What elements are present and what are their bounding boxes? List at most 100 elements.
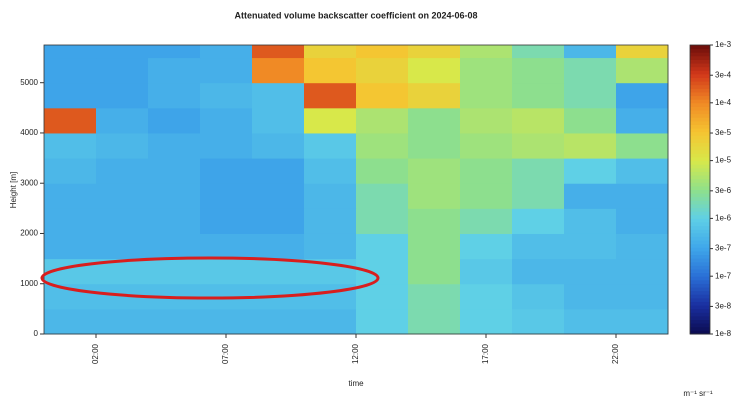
- colorbar-segment: [690, 283, 710, 288]
- colorbar-segment: [690, 185, 710, 190]
- heatmap-cell: [44, 283, 97, 310]
- heatmap-cell: [304, 208, 357, 234]
- heatmap-cell: [616, 233, 669, 260]
- heatmap-cell: [460, 132, 513, 159]
- heatmap-cell: [304, 82, 357, 109]
- heatmap-cell: [460, 82, 513, 109]
- colorbar-tick-label: 1e-5: [715, 156, 732, 165]
- heatmap-cell: [512, 258, 565, 285]
- heatmap-cell: [148, 132, 201, 159]
- colorbar-segment: [690, 182, 710, 187]
- colorbar-segment: [690, 312, 710, 317]
- colorbar-segment: [690, 55, 710, 60]
- heatmap-cell: [148, 233, 201, 260]
- heatmap-cell: [460, 208, 513, 234]
- colorbar-segment: [690, 135, 710, 140]
- colorbar-label: m⁻¹ sr⁻¹: [683, 389, 713, 398]
- heatmap-cell: [304, 57, 357, 84]
- heatmap-cell: [512, 107, 565, 134]
- colorbar-segment: [690, 272, 710, 277]
- heatmap-cell: [512, 233, 565, 260]
- colorbar-segment: [690, 77, 710, 82]
- heatmap-cell: [564, 82, 617, 109]
- colorbar-segment: [690, 66, 710, 71]
- colorbar-segment: [690, 70, 710, 75]
- heatmap-cell: [96, 158, 149, 184]
- heatmap-cell: [616, 132, 669, 159]
- colorbar-segment: [690, 91, 710, 97]
- y-tick-label: 1000: [20, 279, 38, 288]
- colorbar-segment: [690, 290, 710, 295]
- colorbar-segment: [690, 297, 710, 302]
- heatmap-cell: [408, 45, 461, 59]
- colorbar-segment: [690, 218, 710, 223]
- colorbar-frame: [689, 44, 711, 335]
- heatmap-cell: [200, 208, 253, 234]
- x-tick-label: 02:00: [91, 343, 100, 364]
- colorbar-segment: [690, 326, 710, 331]
- heatmap-cell: [148, 183, 201, 209]
- colorbar-segment: [690, 247, 710, 252]
- heatmap-cell: [408, 283, 461, 310]
- colorbar-tick-label: 1e-8: [715, 329, 732, 338]
- heatmap-cell: [512, 208, 565, 234]
- heatmap-cell: [564, 158, 617, 184]
- heatmap-cell: [512, 45, 565, 59]
- colorbar-segment: [690, 171, 710, 176]
- heatmap-cell: [148, 208, 201, 234]
- heatmap-cell: [616, 158, 669, 184]
- highlight-ellipse: [40, 256, 380, 300]
- colorbar-segment: [690, 164, 710, 169]
- heatmap-cell: [356, 158, 409, 184]
- colorbar-tick-label: 1e-7: [715, 271, 732, 280]
- heatmap-cell: [148, 45, 201, 59]
- colorbar-segment: [690, 167, 710, 172]
- heatmap-cell: [408, 158, 461, 184]
- colorbar-segment: [690, 330, 710, 335]
- heatmap-cell: [408, 208, 461, 234]
- heatmap-cell: [96, 208, 149, 234]
- heatmap-cell: [44, 308, 97, 335]
- heatmap-cell: [304, 107, 357, 134]
- heatmap-cell: [96, 107, 149, 134]
- colorbar-segment: [690, 232, 710, 237]
- chart-title: Attenuated volume backscatter coefficien…: [234, 10, 477, 20]
- heatmap-cell: [356, 132, 409, 159]
- heatmap-cell: [460, 107, 513, 134]
- heatmap-cell: [148, 158, 201, 184]
- colorbar-tick-label: 3e-7: [715, 244, 732, 253]
- heatmap-cell: [44, 57, 97, 84]
- heatmap-cell: [512, 158, 565, 184]
- heatmap-cell: [304, 45, 357, 59]
- heatmap-cell: [564, 45, 617, 59]
- colorbar-segment: [690, 229, 710, 234]
- colorbar-segment: [690, 225, 710, 230]
- heatmap-cell: [148, 57, 201, 84]
- colorbar-segment: [690, 207, 710, 212]
- colorbar-segment: [690, 149, 710, 154]
- heatmap-cell: [252, 233, 305, 260]
- colorbar-segment: [690, 240, 710, 245]
- colorbar-segment: [690, 175, 710, 180]
- heatmap-cell: [96, 308, 149, 335]
- heatmap-cell: [200, 107, 253, 134]
- colorbar-segment: [690, 178, 710, 183]
- colorbar-segment: [690, 146, 710, 151]
- heatmap-cell: [408, 107, 461, 134]
- colorbar-segment: [690, 250, 710, 256]
- x-axis-label: time: [348, 379, 364, 388]
- heatmap-cell: [200, 233, 253, 260]
- heatmap-cell: [356, 57, 409, 84]
- colorbar-segment: [690, 254, 710, 259]
- heatmap-cell: [96, 183, 149, 209]
- y-axis-label: Height [m]: [9, 172, 18, 208]
- colorbar-segment: [690, 160, 710, 165]
- heatmap-cell: [564, 208, 617, 234]
- colorbar-segment: [690, 63, 710, 68]
- heatmap-cell: [616, 183, 669, 209]
- colorbar-segment: [690, 48, 710, 53]
- heatmap-cell: [356, 82, 409, 109]
- heatmap-cell: [460, 258, 513, 285]
- heatmap-cell: [304, 132, 357, 159]
